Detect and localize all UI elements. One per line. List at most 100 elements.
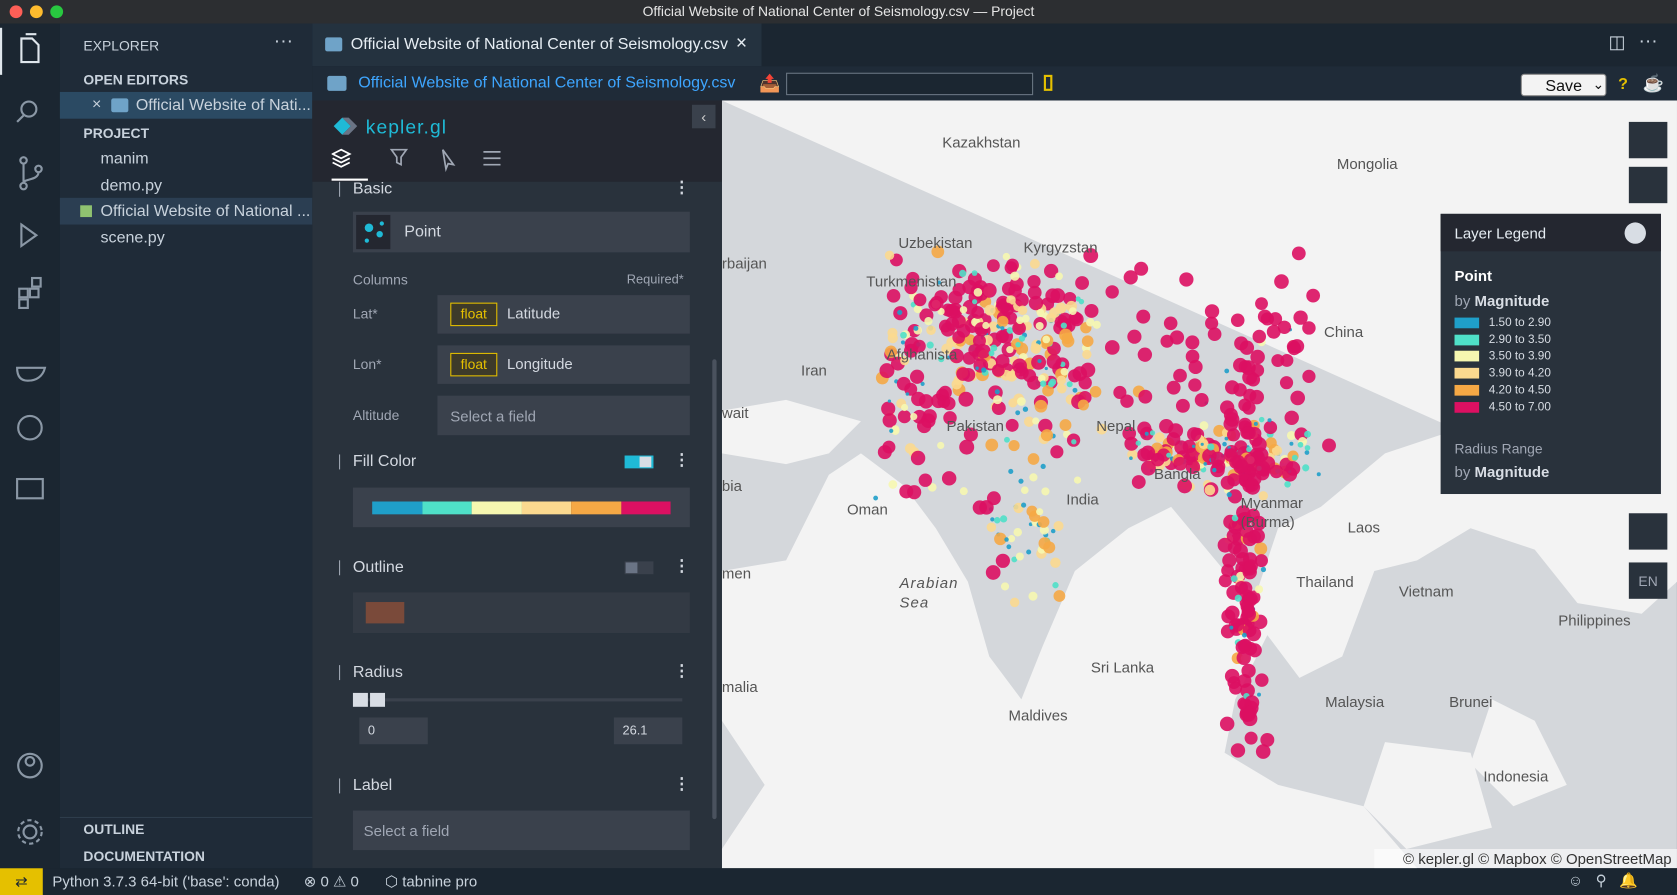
map-point [1248,472,1262,486]
map-point [1060,367,1069,376]
field-select[interactable]: Select a field [437,395,690,436]
help-button[interactable]: ? [1618,74,1628,94]
locale-button[interactable] [1628,562,1668,599]
search-icon[interactable] [20,100,38,118]
remote-button[interactable]: ⇄ [0,868,43,895]
map-label: Laos [1348,520,1380,537]
save-label: Save [1545,76,1583,96]
radius-slider[interactable] [352,698,683,702]
save-button[interactable]: Save ⌄ [1520,73,1607,97]
map-point [1204,304,1220,319]
map-point [881,401,896,416]
outline-color[interactable] [352,592,690,634]
map-point [1046,354,1062,370]
map-point [1221,609,1236,624]
map-point [877,445,892,460]
tree-item[interactable]: manim [100,149,149,168]
filters-tab[interactable] [389,148,409,167]
interactions-tab[interactable] [441,149,456,173]
open-editor-item[interactable]: × Official Website of Nati... [59,91,313,119]
map-point [1154,432,1165,443]
map-point [884,345,898,358]
tree-item[interactable]: demo.py [100,176,163,195]
map-point [913,293,927,307]
map-point [1246,446,1252,453]
radius-max-input[interactable]: 26.1 [613,717,683,745]
map-point [1009,597,1020,608]
map-point [1185,459,1201,475]
field-value: Longitude [506,355,573,373]
field-value: Latitude [506,304,561,322]
zoom-button[interactable] [50,5,64,19]
map-point [975,343,991,359]
radius-range-title: Radius Range [1454,440,1543,457]
activity-bar [0,23,60,869]
toolbar-icon[interactable] [1043,74,1053,91]
map-point [1306,288,1321,303]
map-point [1006,544,1012,550]
map-point [1271,445,1283,456]
python-interpreter[interactable]: Python 3.7.3 64-bit ('base': conda) [52,872,280,890]
locale-label: EN [1638,573,1657,589]
tree-item[interactable]: scene.py [100,228,165,248]
field-select[interactable]: float Longitude [437,345,690,384]
map-point [1015,552,1024,561]
map-point [1081,335,1094,347]
fill-color-toggle[interactable] [624,455,654,469]
map-point [1242,531,1257,547]
map[interactable]: Kazakhstan Mongolia Uzbekistan Kyrgyzstan rb… [721,100,1677,869]
file-link[interactable]: Official Website of National Center of S… [358,73,736,92]
map-point [1004,537,1009,542]
tabnine[interactable]: ⬡ tabnine pro [385,872,478,890]
slider-handle[interactable] [370,692,386,707]
map-point [1004,261,1018,275]
more-actions[interactable]: ··· [273,29,294,52]
map-point [1230,575,1238,583]
outline-toggle[interactable] [624,561,654,575]
tree-item-selected[interactable]: Official Website of National ... [59,197,313,225]
error-count: 0 [320,872,329,890]
search-input[interactable] [786,72,1034,96]
map-point [1236,571,1245,581]
status-bar: ⇄ Python 3.7.3 64-bit ('base': conda) ⊗ … [0,868,1677,895]
map-point [1028,295,1044,311]
section-title: Radius [352,662,403,682]
map-point [1199,421,1209,430]
project-header[interactable]: PROJECT [83,125,150,142]
map-point [1138,389,1153,404]
layer-type-select[interactable]: Point [352,211,690,253]
layers-tab[interactable] [331,148,352,168]
map-point [1304,430,1311,438]
close-button[interactable] [9,5,23,19]
editor-tab[interactable]: Official Website of National Center of S… [312,23,762,67]
legend-toggle[interactable] [1624,222,1646,244]
map-point [1260,732,1275,747]
map-point [1092,320,1101,329]
scrollbar[interactable] [712,359,717,820]
tabnine-label: tabnine pro [402,872,478,890]
map-style-tab[interactable] [483,150,501,166]
explorer-icon[interactable] [20,33,40,64]
problems[interactable]: ⊗ 0 ⚠ 0 [303,872,359,890]
map-point [1207,443,1215,451]
collapse-button[interactable]: ‹ [691,104,716,129]
label-select[interactable]: Select a field [352,810,690,851]
map-point [993,395,1003,405]
map-point [1265,437,1277,449]
radius-min-input[interactable]: 0 [359,717,428,745]
open-editors-header[interactable]: OPEN EDITORS [83,71,189,88]
map-point [884,250,895,260]
map-point [1230,618,1245,632]
draw-button[interactable] [1628,513,1668,550]
map-label: Kazakhstan [942,135,1020,152]
split-map-button[interactable] [1628,121,1668,159]
color-range-select[interactable] [352,487,690,528]
field-select[interactable]: float Latitude [437,295,690,334]
3d-map-button[interactable] [1628,166,1668,204]
minimize-button[interactable] [29,5,43,19]
outline-header[interactable]: OUTLINE [83,821,145,838]
documentation-header[interactable]: DOCUMENTATION [83,847,205,864]
map-point [994,532,1007,546]
map-point [1013,527,1022,537]
slider-handle[interactable] [352,692,368,707]
